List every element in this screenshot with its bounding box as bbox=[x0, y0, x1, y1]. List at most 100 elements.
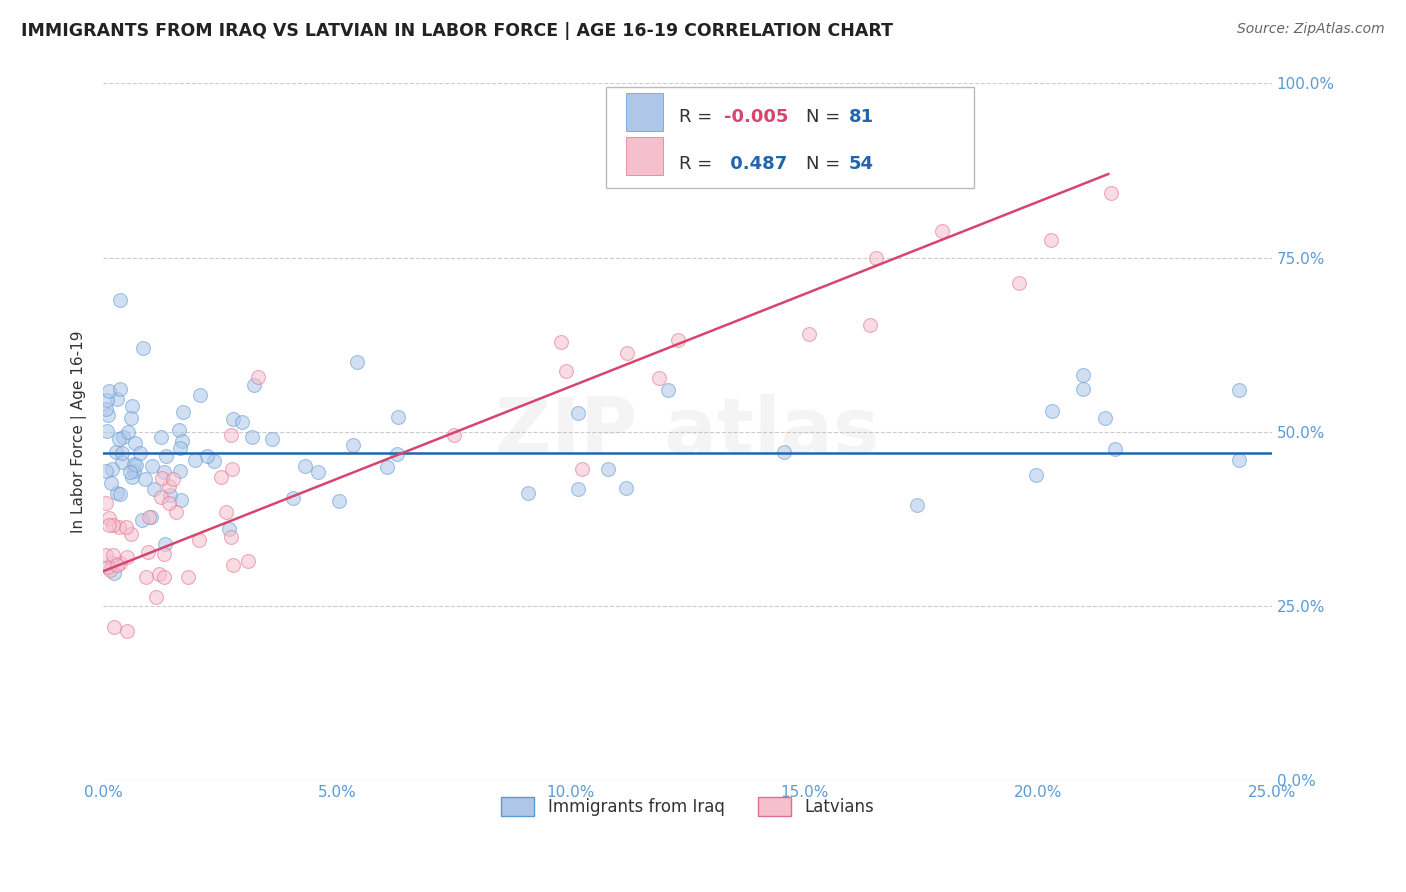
Point bbox=[96, 424, 118, 438]
Point bbox=[134, 472, 156, 486]
Point bbox=[596, 462, 619, 476]
Text: -0.005: -0.005 bbox=[724, 108, 789, 126]
Point bbox=[125, 458, 148, 472]
Point bbox=[169, 464, 191, 478]
Point bbox=[307, 466, 329, 480]
Point bbox=[148, 567, 170, 582]
Y-axis label: In Labor Force | Age 16-19: In Labor Force | Age 16-19 bbox=[72, 331, 87, 533]
Point bbox=[183, 453, 205, 467]
Point bbox=[219, 531, 242, 545]
Point bbox=[616, 346, 638, 360]
Point bbox=[516, 485, 538, 500]
Point bbox=[122, 458, 145, 472]
Point bbox=[108, 432, 131, 446]
Point bbox=[135, 569, 157, 583]
Point bbox=[240, 430, 263, 444]
Point bbox=[96, 393, 118, 408]
Point bbox=[281, 491, 304, 505]
Point bbox=[1227, 383, 1250, 397]
Point bbox=[94, 401, 117, 416]
Point bbox=[96, 464, 118, 478]
Point bbox=[108, 293, 131, 307]
Point bbox=[614, 481, 637, 495]
Point bbox=[117, 550, 139, 565]
Point bbox=[342, 438, 364, 452]
Point bbox=[115, 624, 138, 638]
Text: IMMIGRANTS FROM IRAQ VS LATVIAN IN LABOR FORCE | AGE 16-19 CORRELATION CHART: IMMIGRANTS FROM IRAQ VS LATVIAN IN LABOR… bbox=[21, 22, 893, 40]
Point bbox=[104, 445, 127, 459]
Text: R =: R = bbox=[679, 155, 718, 173]
Point bbox=[177, 570, 200, 584]
Point bbox=[157, 495, 180, 509]
Point bbox=[98, 517, 121, 532]
Point bbox=[1227, 452, 1250, 467]
Point bbox=[131, 341, 153, 355]
Point bbox=[138, 510, 160, 524]
Point bbox=[120, 411, 142, 425]
Point bbox=[1094, 410, 1116, 425]
Point bbox=[567, 482, 589, 496]
Point bbox=[149, 430, 172, 444]
Point bbox=[111, 455, 134, 469]
Point bbox=[219, 427, 242, 442]
Point bbox=[107, 520, 129, 534]
Point bbox=[97, 384, 120, 398]
Point bbox=[1071, 368, 1094, 383]
Point bbox=[115, 520, 138, 534]
Point bbox=[122, 464, 145, 478]
Point bbox=[152, 547, 174, 561]
Point bbox=[153, 537, 176, 551]
Text: 54: 54 bbox=[849, 155, 875, 173]
Point bbox=[214, 505, 236, 519]
Point bbox=[443, 427, 465, 442]
Point bbox=[101, 517, 124, 532]
Point bbox=[94, 549, 117, 563]
Point bbox=[159, 488, 181, 502]
Text: Source: ZipAtlas.com: Source: ZipAtlas.com bbox=[1237, 22, 1385, 37]
Point bbox=[242, 378, 264, 392]
Point bbox=[657, 383, 679, 397]
Point bbox=[155, 449, 177, 463]
Point bbox=[129, 446, 152, 460]
Point bbox=[858, 318, 880, 332]
Point bbox=[1039, 233, 1062, 247]
Point bbox=[666, 333, 689, 347]
Point bbox=[172, 405, 194, 419]
Point bbox=[97, 511, 120, 525]
Point bbox=[1025, 468, 1047, 483]
Point bbox=[143, 482, 166, 496]
Point bbox=[97, 559, 120, 574]
Point bbox=[103, 566, 125, 580]
Legend: Immigrants from Iraq, Latvians: Immigrants from Iraq, Latvians bbox=[492, 789, 883, 824]
Point bbox=[170, 434, 193, 449]
Point bbox=[648, 371, 671, 385]
Point bbox=[165, 505, 187, 519]
Point bbox=[209, 470, 232, 484]
Point bbox=[218, 522, 240, 536]
Text: N =: N = bbox=[806, 108, 845, 126]
Point bbox=[103, 620, 125, 634]
Point bbox=[202, 454, 225, 468]
Point bbox=[120, 527, 142, 541]
Text: 0.487: 0.487 bbox=[724, 155, 787, 173]
Point bbox=[1040, 404, 1063, 418]
Point bbox=[187, 533, 209, 547]
Point bbox=[905, 498, 928, 512]
Text: 81: 81 bbox=[849, 108, 875, 126]
Point bbox=[118, 465, 141, 479]
Point bbox=[231, 415, 253, 429]
Point bbox=[188, 388, 211, 402]
Text: ZIP atlas: ZIP atlas bbox=[495, 394, 880, 470]
Point bbox=[550, 334, 572, 349]
FancyBboxPatch shape bbox=[606, 87, 974, 188]
Point bbox=[1008, 276, 1031, 290]
Point bbox=[153, 569, 176, 583]
Point bbox=[772, 445, 794, 459]
Point bbox=[153, 465, 176, 479]
Point bbox=[167, 423, 190, 437]
Point bbox=[169, 441, 191, 455]
Point bbox=[94, 496, 117, 510]
Point bbox=[865, 251, 887, 265]
Point bbox=[117, 425, 139, 440]
Point bbox=[1101, 186, 1123, 200]
